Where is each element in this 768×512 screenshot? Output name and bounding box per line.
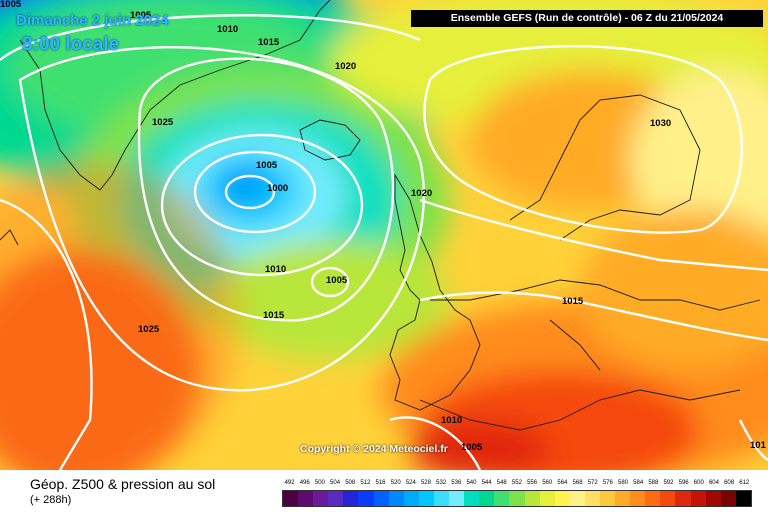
legend-label: 576 — [602, 480, 613, 486]
legend-label: 588 — [648, 480, 659, 486]
legend-label: 516 — [375, 480, 386, 486]
legend-label: 508 — [345, 480, 356, 486]
legend-swatch — [479, 491, 495, 506]
legend-swatch — [388, 491, 404, 506]
legend-label: 512 — [360, 480, 371, 486]
isobar-label: 1015 — [258, 37, 280, 48]
isobars — [0, 14, 768, 470]
legend-label: 504 — [330, 480, 341, 486]
legend-swatch — [328, 491, 344, 506]
legend-label: 540 — [466, 480, 477, 486]
isobar-label: 1020 — [411, 188, 433, 199]
isobar-label: 1020 — [335, 61, 357, 72]
legend-swatch — [313, 491, 329, 506]
legend-label: 596 — [678, 480, 689, 486]
legend-label: 560 — [542, 480, 553, 486]
parameter-title: Géop. Z500 & pression au sol — [30, 476, 216, 492]
legend-label: 552 — [511, 480, 522, 486]
legend-swatch — [675, 491, 691, 506]
legend-label: 536 — [451, 480, 462, 486]
legend-label: 568 — [572, 480, 583, 486]
isobar-label: 1010 — [441, 415, 463, 426]
legend-swatch — [433, 491, 450, 506]
isobar-label: 1005 — [256, 160, 278, 171]
isobar-label: 1025 — [138, 324, 160, 335]
legend-label: 520 — [390, 480, 401, 486]
legend-swatch — [615, 491, 631, 506]
legend-swatches — [282, 490, 752, 507]
color-scale-legend: 492 496 500 504 508 512 516 520 524 528 532 536 540 5… — [282, 478, 752, 508]
legend-swatch — [630, 491, 646, 506]
legend-swatch — [418, 491, 434, 506]
legend-swatch — [554, 491, 570, 506]
forecast-local-time: 8:00 locale — [22, 34, 120, 55]
forecast-date: Dimanche 2 juin 2024 — [16, 12, 169, 29]
isobar-label: 1005 — [130, 10, 152, 21]
legend-swatch — [343, 491, 359, 506]
legend-swatch — [539, 491, 555, 506]
copyright-notice: Copyright © 2024 Meteociel.fr — [300, 443, 448, 455]
legend-swatch — [358, 491, 374, 506]
legend-swatch — [449, 491, 465, 506]
legend-swatch — [599, 491, 616, 506]
legend-swatch — [705, 491, 721, 506]
legend-label: 592 — [663, 480, 674, 486]
legend-label: 572 — [587, 480, 598, 486]
legend-label: 496 — [299, 480, 310, 486]
isobar-label: 1010 — [217, 24, 239, 35]
legend-label: 584 — [633, 480, 644, 486]
legend-label: 612 — [739, 480, 750, 486]
legend-swatch — [403, 491, 419, 506]
legend-swatch — [464, 491, 480, 506]
legend-swatch — [690, 491, 706, 506]
model-run-title: Ensemble GEFS (Run de contrôle) - 06 Z d… — [411, 10, 763, 27]
isobar-label: 1015 — [562, 296, 584, 307]
coastlines — [0, 0, 761, 431]
legend-swatch — [283, 491, 299, 506]
isobar-label: 1005 — [461, 442, 483, 453]
legend-swatch — [584, 491, 600, 506]
legend-label: 500 — [314, 480, 325, 486]
legend-swatch — [524, 491, 540, 506]
isobar-label: 1005 — [0, 0, 22, 10]
legend-swatch — [720, 491, 736, 506]
legend-label: 600 — [693, 480, 704, 486]
legend-label: 524 — [405, 480, 416, 486]
legend-label: 608 — [724, 480, 735, 486]
isobar-label: 1025 — [152, 117, 174, 128]
legend-label: 544 — [481, 480, 492, 486]
isobar-label: 101 — [750, 440, 766, 451]
legend-label: 548 — [496, 480, 507, 486]
map-canvas — [0, 0, 768, 470]
isobar-label: 1005 — [326, 275, 348, 286]
isobar-label: 1015 — [263, 310, 285, 321]
isobar-label: 1030 — [650, 118, 672, 129]
legend-swatch — [494, 491, 510, 506]
legend-label: 528 — [420, 480, 431, 486]
legend-label: 492 — [284, 480, 295, 486]
legend-label: 604 — [708, 480, 719, 486]
isobar-label: 1000 — [267, 183, 289, 194]
lead-time: (+ 288h) — [30, 494, 72, 506]
legend-swatch — [509, 491, 525, 506]
legend-swatch — [298, 491, 314, 506]
isobar-label: 1010 — [265, 264, 287, 275]
legend-labels: 492 496 500 504 508 512 516 520 524 528 532 536 540 5… — [282, 478, 752, 488]
legend-swatch — [735, 491, 751, 506]
legend-label: 556 — [527, 480, 538, 486]
legend-label: 564 — [557, 480, 568, 486]
legend-swatch — [569, 491, 585, 506]
legend-label: 580 — [618, 480, 629, 486]
weather-map: 1005 1005 1010 1015 1020 1025 1005 1000 … — [0, 0, 768, 470]
legend-swatch — [645, 491, 661, 506]
legend-swatch — [373, 491, 389, 506]
legend-swatch — [660, 491, 676, 506]
legend-label: 532 — [436, 480, 447, 486]
